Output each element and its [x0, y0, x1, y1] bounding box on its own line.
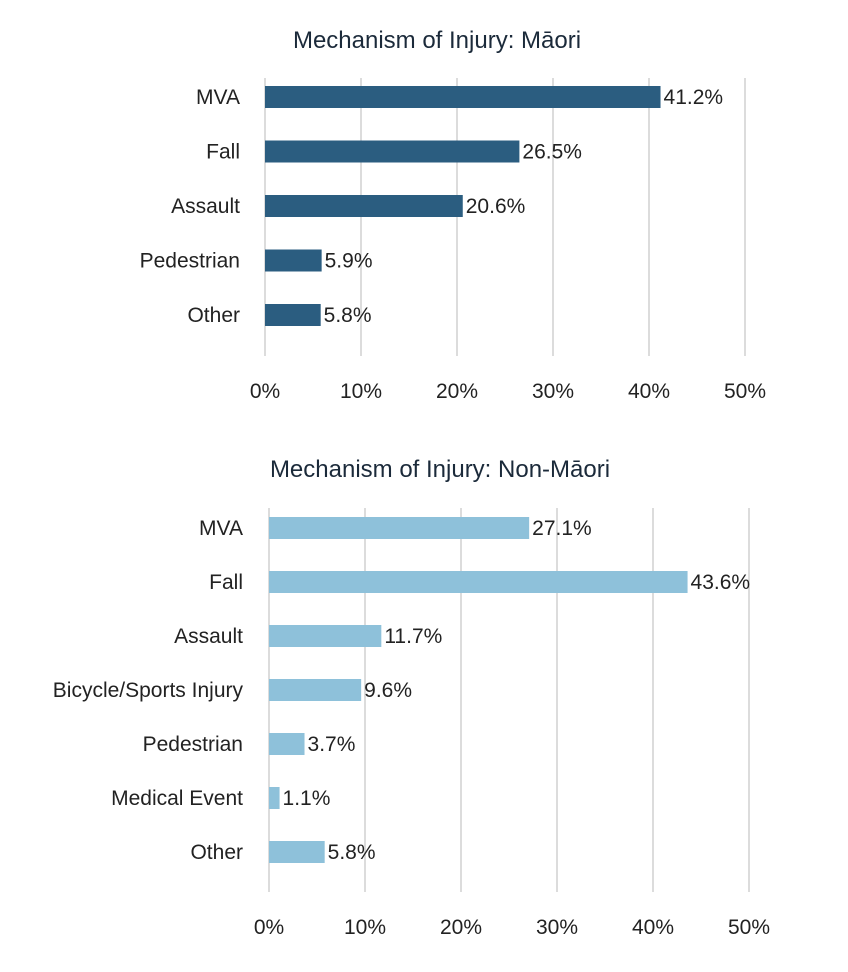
bar [265, 249, 322, 272]
data-label: 5.8% [328, 841, 376, 864]
category-label: Fall [209, 571, 243, 594]
bar [265, 195, 463, 217]
bar [269, 571, 688, 593]
bar [265, 140, 520, 163]
data-label: 11.7% [384, 625, 442, 648]
category-label: Pedestrian [140, 250, 240, 273]
x-tick-label: 0% [254, 916, 284, 939]
data-label: 3.7% [308, 733, 356, 756]
x-tick-label: 40% [632, 916, 674, 939]
data-label: 1.1% [283, 787, 331, 810]
category-label: Bicycle/Sports Injury [53, 679, 244, 702]
bar [269, 841, 325, 863]
chart-title: Mechanism of Injury: Māori [293, 27, 581, 54]
data-label: 20.6% [466, 195, 526, 218]
data-label: 41.2% [664, 86, 724, 109]
data-label: 5.8% [324, 304, 372, 327]
x-tick-label: 20% [436, 380, 478, 403]
data-label: 27.1% [532, 517, 592, 540]
data-label: 5.9% [325, 250, 373, 273]
bar [269, 733, 305, 755]
category-label: Other [190, 841, 243, 864]
bar [269, 625, 382, 647]
x-tick-label: 50% [728, 916, 770, 939]
data-label: 9.6% [364, 679, 412, 702]
category-label: MVA [196, 86, 240, 109]
x-tick-label: 20% [440, 916, 482, 939]
x-tick-label: 30% [532, 380, 574, 403]
category-label: Assault [171, 195, 240, 218]
category-label: Assault [174, 625, 243, 648]
category-label: MVA [199, 517, 243, 540]
x-tick-label: 0% [250, 380, 280, 403]
x-tick-label: 10% [340, 380, 382, 403]
chart-title: Mechanism of Injury: Non-Māori [270, 456, 610, 483]
x-tick-label: 40% [628, 380, 670, 403]
x-tick-label: 50% [724, 380, 766, 403]
bar [265, 304, 321, 326]
category-label: Pedestrian [143, 733, 243, 756]
category-label: Medical Event [111, 787, 243, 810]
chart-maori: Mechanism of Injury: Māori MVA Fall Assaul… [140, 27, 766, 403]
x-tick-label: 10% [344, 916, 386, 939]
bar [265, 86, 661, 108]
category-label: Other [187, 304, 240, 327]
chart-non-maori: Mechanism of Injury: Non-Māori MVA Fall As… [53, 456, 770, 939]
data-label: 26.5% [522, 141, 582, 164]
x-tick-label: 30% [536, 916, 578, 939]
bar [269, 679, 362, 701]
bar [269, 787, 280, 809]
category-label: Fall [206, 141, 240, 164]
data-label: 43.6% [691, 571, 751, 594]
bar [269, 517, 530, 539]
